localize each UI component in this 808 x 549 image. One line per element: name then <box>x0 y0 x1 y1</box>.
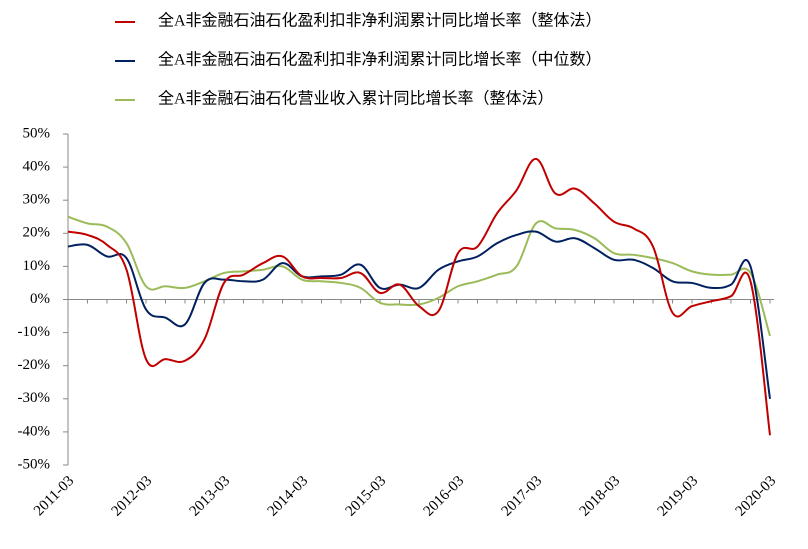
series-line <box>67 215 771 337</box>
legend-label: 全A非金融石油石化盈利扣非净利润累计同比增长率（整体法） <box>158 12 602 30</box>
x-tick-label: 2015-03 <box>343 473 390 520</box>
y-tick-label: -20% <box>18 357 51 373</box>
y-tick-label: -40% <box>18 423 51 439</box>
x-tick-label: 2014-03 <box>265 473 312 520</box>
x-tick-label: 2013-03 <box>187 473 234 520</box>
x-tick-label: 2012-03 <box>109 473 156 520</box>
y-tick-label: -10% <box>18 324 51 340</box>
x-tick-label: 2019-03 <box>655 473 702 520</box>
y-tick-label: -30% <box>18 390 51 406</box>
x-tick-label: 2011-03 <box>31 473 77 519</box>
x-tick-label: 2016-03 <box>421 473 468 520</box>
legend-label: 全A非金融石油石化营业收入累计同比增长率（整体法） <box>158 90 554 108</box>
y-tick-label: 0% <box>30 291 50 307</box>
y-tick-label: 40% <box>23 159 51 175</box>
legend-label: 全A非金融石油石化盈利扣非净利润累计同比增长率（中位数） <box>158 51 602 69</box>
y-tick-label: 30% <box>23 192 51 208</box>
series-line <box>67 157 771 436</box>
x-tick-label: 2017-03 <box>499 473 546 520</box>
y-tick-label: -50% <box>18 456 51 472</box>
x-tick-label: 2018-03 <box>577 473 624 520</box>
y-tick-label: 20% <box>23 225 51 241</box>
y-tick-label: 50% <box>23 125 51 141</box>
y-tick-label: 10% <box>23 258 51 274</box>
x-tick-label: 2020-03 <box>733 473 780 520</box>
series-line <box>67 230 771 399</box>
